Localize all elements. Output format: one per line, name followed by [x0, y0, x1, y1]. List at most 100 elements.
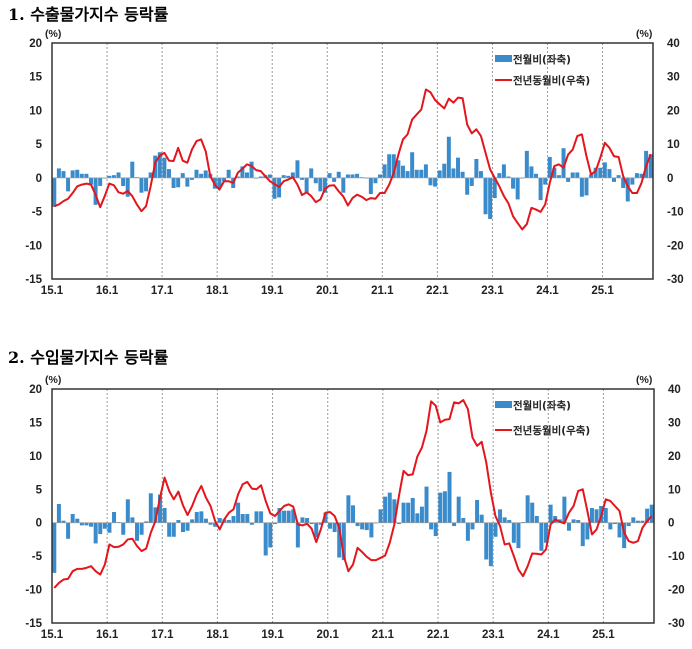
bar: [419, 169, 424, 178]
bar: [534, 516, 539, 523]
bar: [171, 177, 176, 188]
bar: [61, 520, 66, 523]
bar: [267, 174, 272, 178]
bar: [396, 522, 401, 525]
bar: [378, 174, 383, 178]
bar: [378, 509, 383, 523]
bar: [576, 520, 581, 523]
left-y-tick-label: 20: [29, 384, 42, 396]
bar: [401, 502, 406, 523]
bar: [281, 175, 286, 178]
left-y-tick-label: 15: [29, 417, 42, 429]
bar: [433, 522, 438, 537]
x-tick-label: 15.1: [41, 629, 64, 641]
bar: [79, 522, 84, 526]
bar: [217, 518, 222, 523]
bar: [603, 508, 608, 523]
plot-frame: [51, 42, 654, 280]
bar: [304, 177, 309, 194]
bar: [332, 522, 337, 533]
bar: [93, 522, 98, 544]
bar: [548, 504, 553, 523]
bar: [286, 510, 291, 523]
bar: [89, 522, 94, 527]
bar: [547, 156, 552, 178]
bar: [79, 173, 84, 178]
bar: [456, 157, 461, 178]
x-tick-label: 22.1: [426, 285, 449, 297]
bar: [139, 522, 144, 535]
left-y-tick-label: -15: [25, 274, 42, 286]
bar: [153, 507, 158, 523]
bar: [368, 177, 373, 195]
line-series: [53, 399, 653, 589]
bar: [332, 177, 337, 182]
bar: [470, 522, 475, 530]
left-axis-unit: (%): [45, 28, 61, 40]
bar: [107, 175, 112, 178]
bar: [452, 522, 457, 527]
bar: [424, 486, 429, 523]
bar: [493, 522, 498, 537]
bar: [111, 175, 116, 178]
x-tick-label: 18.1: [206, 629, 229, 641]
bar: [474, 158, 479, 178]
bar: [488, 177, 493, 219]
bar: [502, 517, 507, 523]
right-y-tick-label: 0: [668, 518, 674, 530]
bar: [244, 172, 249, 178]
bar: [176, 177, 181, 188]
bar: [593, 167, 598, 178]
right-y-tick-label: -30: [667, 274, 684, 286]
bar: [360, 522, 365, 530]
left-y-tick-label: -15: [25, 618, 42, 630]
bar: [56, 168, 61, 178]
right-y-tick-label: 10: [667, 139, 680, 151]
bar: [524, 150, 529, 178]
right-axis-unit: (%): [636, 28, 652, 40]
bar: [575, 172, 580, 178]
bar: [139, 177, 144, 193]
bar: [345, 174, 350, 178]
bar: [415, 513, 420, 523]
bar: [561, 148, 566, 178]
bar: [89, 177, 93, 185]
bar: [475, 499, 480, 523]
bar: [318, 177, 323, 192]
bar: [626, 522, 631, 527]
x-tick-label: 25.1: [592, 629, 615, 641]
x-tick-label: 19.1: [261, 629, 284, 641]
right-axis-unit: (%): [636, 374, 652, 386]
bar: [222, 177, 227, 182]
bar: [585, 522, 590, 540]
bar: [622, 522, 627, 549]
legend-bar-swatch: [495, 401, 512, 408]
x-tick-label: 17.1: [151, 629, 174, 641]
bar: [190, 519, 195, 523]
bar: [635, 520, 640, 523]
bar: [355, 522, 360, 527]
bar: [341, 177, 346, 193]
bar: [511, 177, 516, 189]
bar: [594, 509, 599, 523]
legend-bar-label: 전월비(좌축): [513, 399, 571, 412]
left-y-tick-label: 10: [29, 105, 42, 117]
left-y-tick-label: 0: [36, 518, 42, 530]
bar: [447, 471, 452, 523]
bar: [621, 177, 626, 188]
bar: [634, 173, 639, 178]
bar: [277, 508, 282, 523]
bar: [235, 176, 240, 178]
bar: [640, 520, 645, 523]
bar: [336, 171, 341, 178]
bar: [616, 175, 621, 178]
bar: [98, 522, 103, 535]
bar: [516, 522, 521, 549]
x-tick-label: 25.1: [591, 285, 614, 297]
bar: [506, 176, 511, 178]
bar: [70, 514, 75, 523]
x-tick-label: 19.1: [261, 285, 284, 297]
chart-title: 1. 수출물가지수 등락률: [8, 5, 169, 24]
bar: [236, 502, 241, 523]
bar: [442, 163, 447, 178]
